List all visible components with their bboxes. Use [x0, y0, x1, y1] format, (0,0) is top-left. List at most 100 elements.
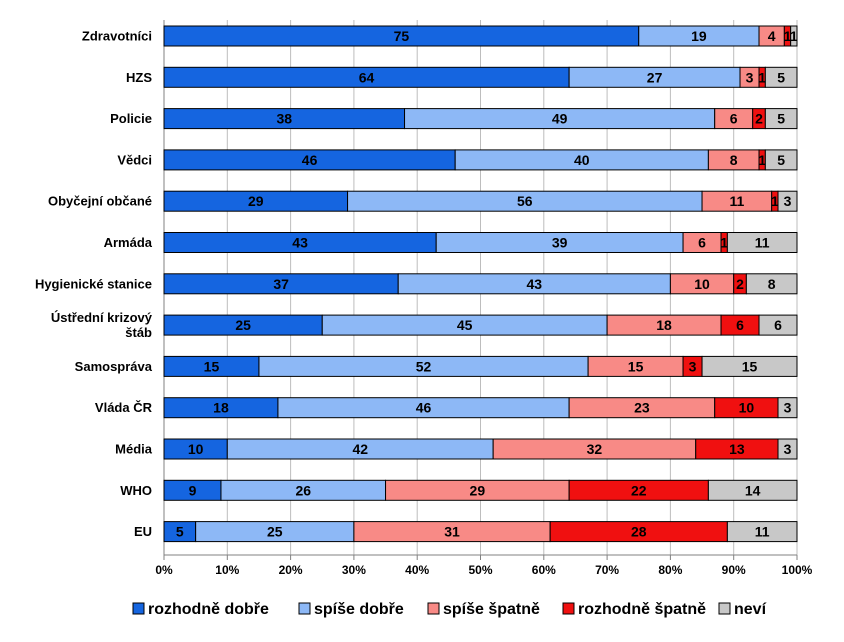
bar-segment	[726, 232, 798, 253]
bar-segment	[790, 25, 798, 47]
legend-swatch	[427, 602, 440, 615]
data-label: 25	[267, 524, 283, 540]
data-label: 22	[631, 482, 647, 498]
data-label: 3	[784, 193, 792, 209]
bar-segment	[745, 273, 798, 295]
legend-label: neví	[734, 601, 767, 618]
data-label: 29	[248, 193, 264, 209]
category-label: EU	[134, 524, 152, 539]
data-label: 26	[295, 482, 311, 498]
x-tick-label: 0%	[155, 563, 173, 577]
bar-segment	[764, 149, 798, 171]
bar-segment	[777, 190, 798, 212]
x-tick-label: 50%	[468, 563, 492, 577]
bar-segment	[707, 479, 798, 501]
data-label: 1	[758, 69, 766, 85]
x-tick-label: 100%	[782, 563, 813, 577]
x-tick-label: 30%	[342, 563, 366, 577]
data-label: 5	[777, 152, 785, 168]
legend-label: spíše špatně	[443, 601, 540, 618]
category-label: Obyčejní občané	[48, 194, 152, 209]
data-label: 6	[736, 317, 744, 333]
data-label: 18	[656, 317, 672, 333]
data-label: 1	[771, 193, 779, 209]
legend: rozhodně dobře spíše dobře spíše špatně roz…	[132, 601, 767, 618]
category-label: Policie	[110, 111, 152, 126]
data-label: 5	[176, 524, 184, 540]
x-axis-ticks: 0% 10% 20% 30% 40% 50% 60% 70% 80% 90% 100%	[155, 555, 813, 577]
data-label: 46	[416, 400, 432, 416]
data-label: 15	[204, 358, 220, 374]
x-tick-label: 60%	[532, 563, 556, 577]
data-label: 23	[634, 400, 650, 416]
data-label: 2	[755, 111, 763, 127]
data-label: 38	[276, 111, 292, 127]
legend-item: neví	[718, 601, 767, 618]
x-tick-label: 10%	[215, 563, 239, 577]
data-label: 6	[730, 111, 738, 127]
data-label: 13	[729, 441, 745, 457]
legend-item: rozhodně dobře	[132, 601, 269, 618]
bar-segment	[764, 108, 798, 130]
data-label: 56	[517, 193, 533, 209]
data-label: 5	[777, 111, 785, 127]
legend-label: rozhodně špatně	[578, 601, 706, 618]
legend-swatch	[718, 602, 731, 615]
data-label: 27	[647, 69, 663, 85]
category-label: Hygienické stanice	[35, 276, 152, 291]
data-label: 3	[784, 441, 792, 457]
category-label: Vláda ČR	[95, 400, 153, 415]
data-label: 43	[527, 276, 543, 292]
legend-item: rozhodně špatně	[562, 601, 706, 618]
data-label: 43	[292, 235, 308, 251]
category-label: Armáda	[104, 235, 153, 250]
data-label: 14	[745, 482, 761, 498]
data-label: 6	[774, 317, 782, 333]
data-label: 42	[352, 441, 368, 457]
data-label: 46	[302, 152, 318, 168]
data-label: 32	[587, 441, 603, 457]
legend-item: spíše dobře	[298, 601, 404, 618]
category-label: Zdravotníci	[82, 29, 152, 44]
legend-swatch	[562, 602, 575, 615]
data-label: 11	[755, 524, 770, 540]
data-label: 5	[777, 69, 785, 85]
data-label: 3	[689, 358, 697, 374]
legend-label: spíše dobře	[314, 601, 404, 618]
category-label: Ústřední krizový štáb	[51, 310, 153, 340]
data-label: 19	[691, 28, 707, 44]
category-label: WHO	[120, 483, 152, 498]
data-label: 25	[235, 317, 251, 333]
data-label: 6	[698, 235, 706, 251]
data-label: 64	[359, 69, 375, 85]
x-tick-label: 80%	[658, 563, 682, 577]
x-tick-label: 40%	[405, 563, 429, 577]
data-label: 45	[457, 317, 473, 333]
data-label: 10	[739, 400, 755, 416]
data-label: 49	[552, 111, 568, 127]
data-label: 8	[768, 276, 776, 292]
x-tick-label: 20%	[279, 563, 303, 577]
legend-swatch	[132, 602, 145, 615]
legend-item: spíše špatně	[427, 601, 540, 618]
data-label: 1	[784, 28, 792, 44]
data-label: 10	[188, 441, 204, 457]
bar-segment	[701, 355, 798, 377]
data-label: 31	[444, 524, 460, 540]
data-label: 8	[730, 152, 738, 168]
category-label: HZS	[126, 70, 152, 85]
bar-segment	[777, 397, 798, 419]
data-label: 11	[729, 193, 744, 209]
data-label: 2	[736, 276, 744, 292]
data-label: 11	[755, 235, 770, 251]
data-label: 1	[758, 152, 766, 168]
category-label: Samospráva	[75, 359, 153, 374]
bar-segment	[726, 521, 798, 543]
bar-segment	[758, 314, 798, 336]
category-label: Média	[115, 442, 153, 457]
data-label: 39	[552, 235, 568, 251]
data-label: 37	[273, 276, 289, 292]
